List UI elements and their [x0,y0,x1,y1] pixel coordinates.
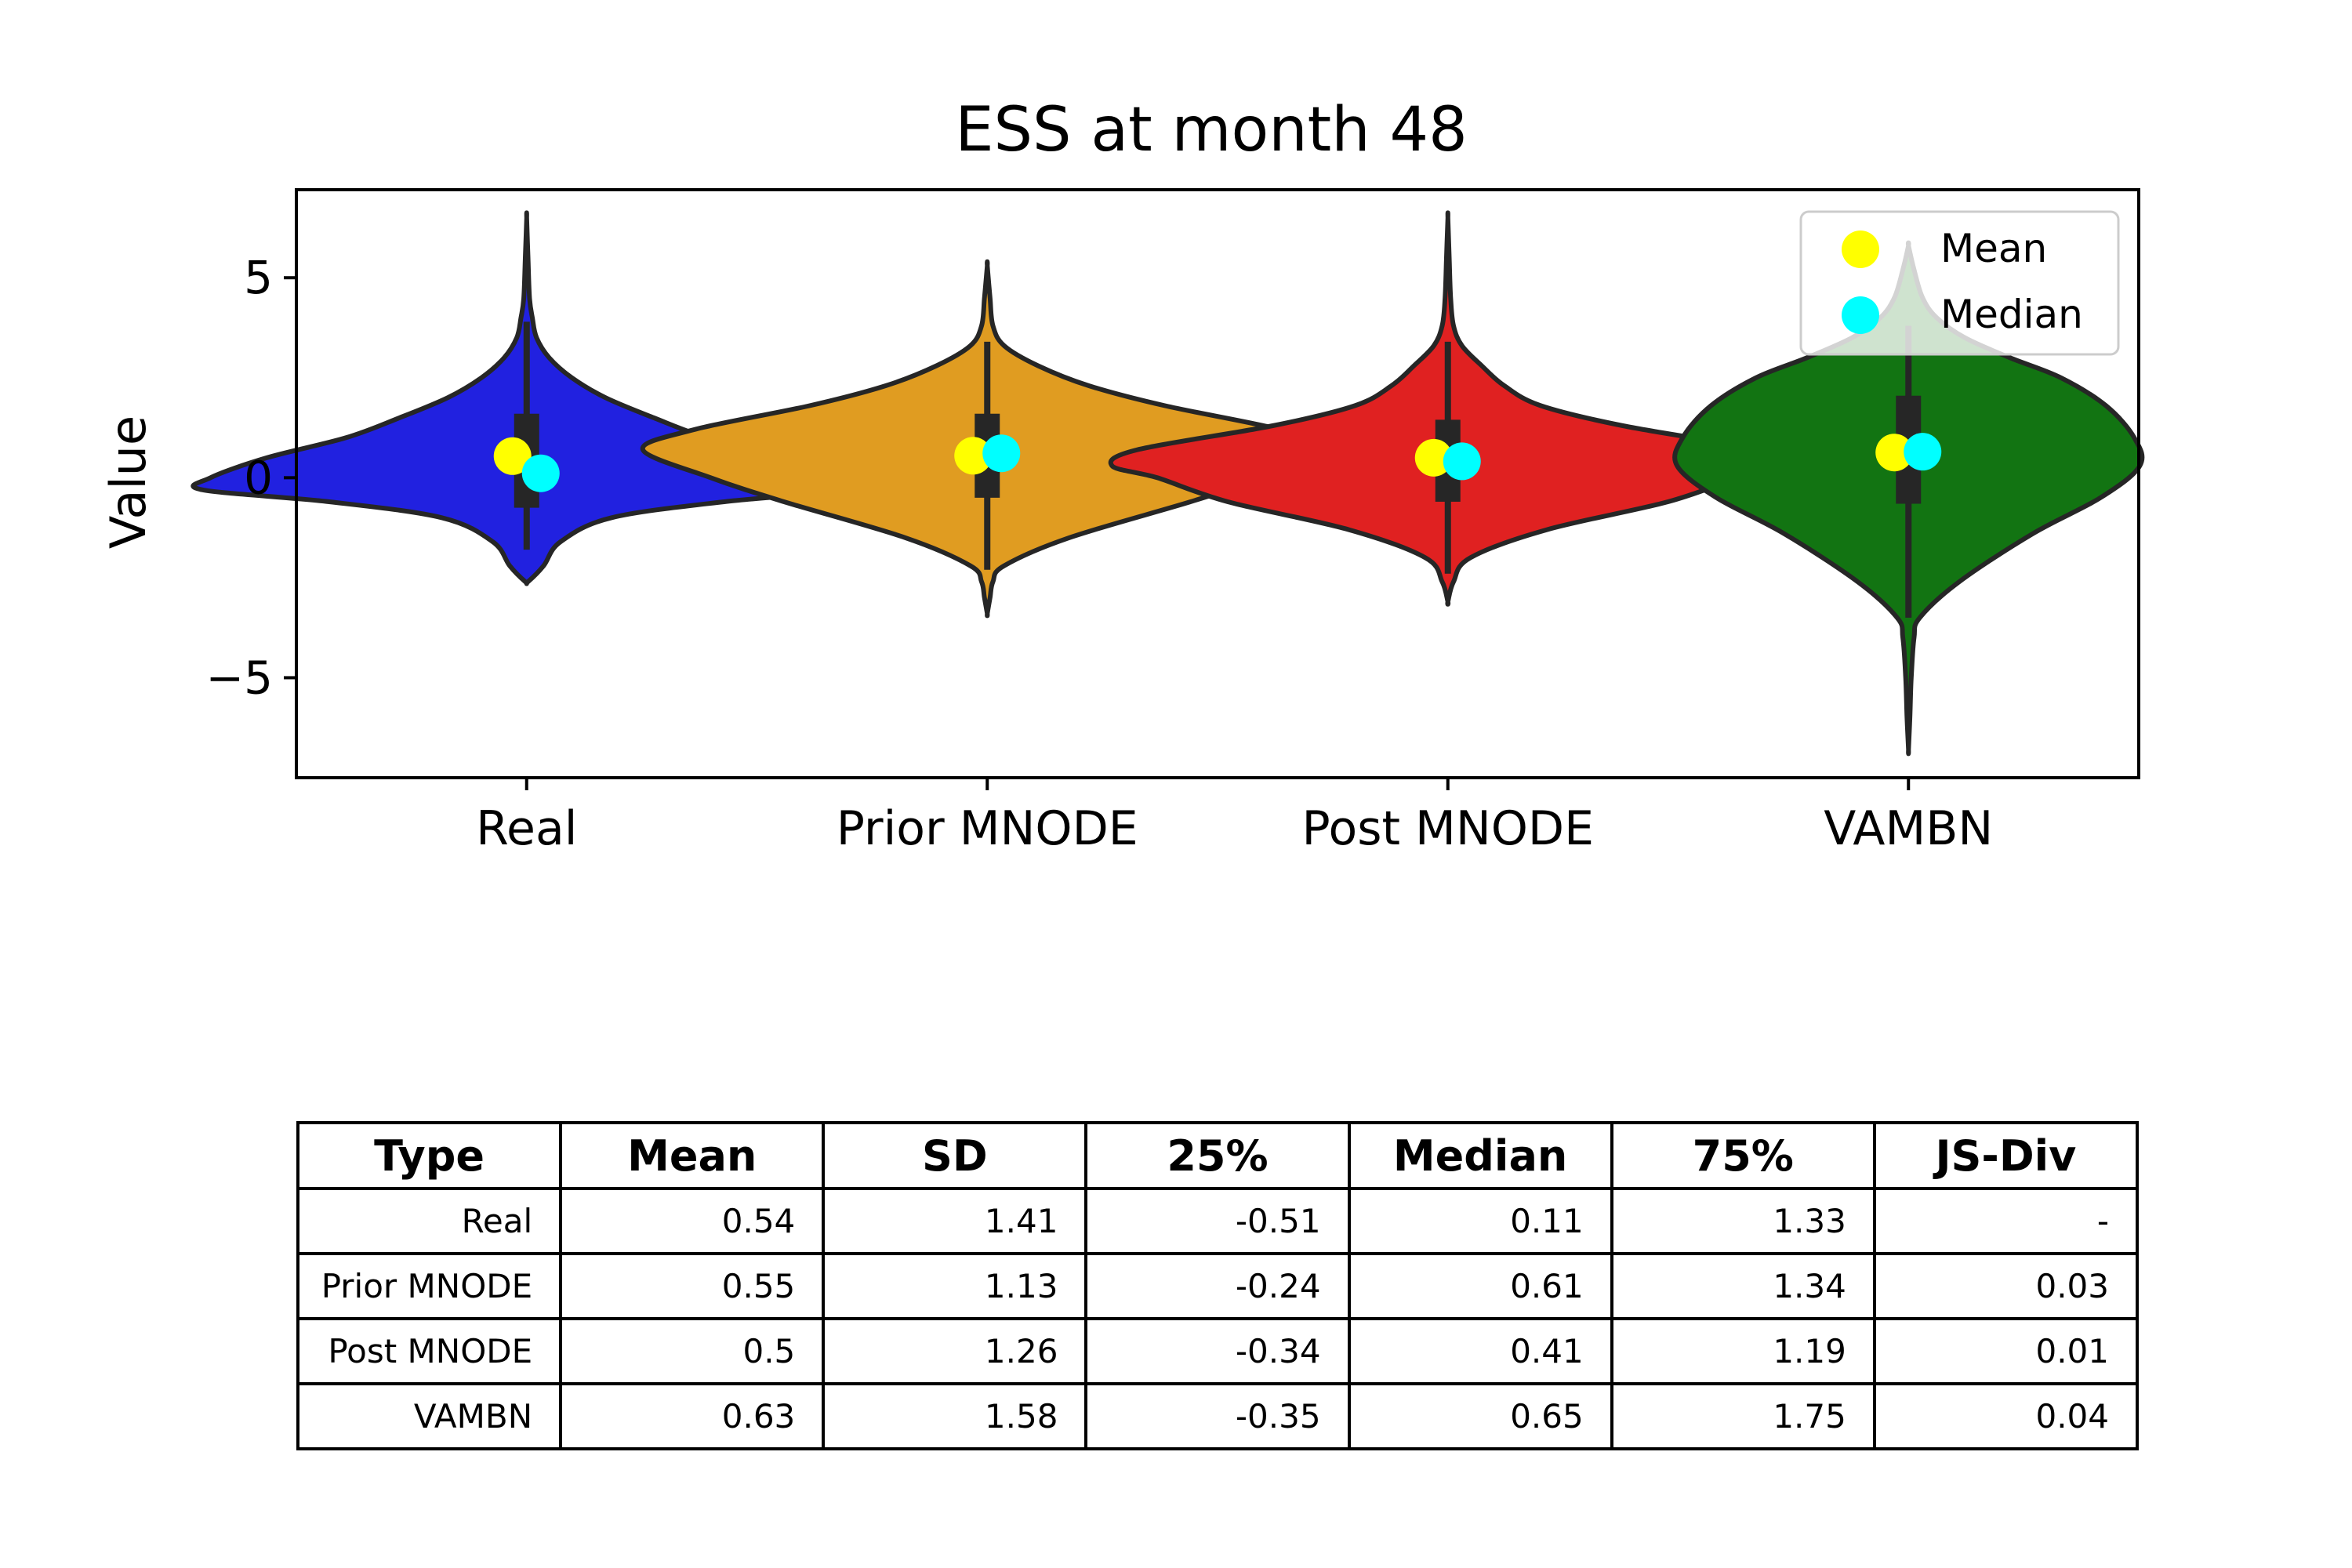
chart-title: ESS at month 48 [955,95,1467,165]
stats-table: Type Mean SD 25% Median 75% JS-Div Real … [296,1121,2140,1450]
table-header-cell: JS-Div [1872,1121,2140,1190]
x-axis: Real Prior MNODE Post MNODE VAMBN [476,778,1993,856]
table-cell: -0.34 [1084,1317,1351,1385]
table-cell: 1.58 [822,1382,1088,1450]
table-cell: Real [296,1187,563,1255]
table-cell: 0.63 [559,1382,826,1450]
table-cell: 0.03 [1872,1252,2140,1320]
table-cell: -0.51 [1084,1187,1351,1255]
legend-median-marker [1842,296,1879,334]
table-cell: -0.24 [1084,1252,1351,1320]
table-cell: Prior MNODE [296,1252,563,1320]
violin-group [191,210,2145,757]
mean-marker [493,437,532,475]
table-cell: 0.04 [1872,1382,2140,1450]
x-tick-label: VAMBN [1824,801,1993,856]
table-cell: 0.5 [559,1317,826,1385]
table-cell: 1.34 [1610,1252,1876,1320]
mean-marker [1875,434,1914,472]
x-tick-label: Post MNODE [1301,801,1594,856]
legend: Mean Median [1799,210,2120,356]
legend-box [1799,210,2120,356]
table-cell: 1.19 [1610,1317,1876,1385]
table-cell: 0.41 [1347,1317,1613,1385]
table-row: Real 0.54 1.41 -0.51 0.11 1.33 - [296,1187,2140,1255]
y-axis: 5 0 −5 [206,251,296,704]
table-cell: 0.55 [559,1252,826,1320]
table-row: Prior MNODE 0.55 1.13 -0.24 0.61 1.34 0.… [296,1252,2140,1320]
table-cell: 0.54 [559,1187,826,1255]
table-header-cell: SD [822,1121,1088,1190]
y-tick-label: −5 [206,651,274,704]
mean-marker [954,437,993,475]
median-marker [1904,433,1942,471]
table-cell: 1.13 [822,1252,1088,1320]
plot-frame [295,188,2140,779]
x-tick-label: Real [476,801,577,856]
y-tick-label: 5 [244,251,273,304]
table-cell: 0.11 [1347,1187,1613,1255]
table-cell: 0.01 [1872,1317,2140,1385]
mean-marker [1414,438,1453,477]
table-cell: VAMBN [296,1382,563,1450]
table-cell: 1.33 [1610,1187,1876,1255]
median-marker [982,434,1021,473]
table-row: Post MNODE 0.5 1.26 -0.34 0.41 1.19 0.01 [296,1317,2140,1385]
table-cell: 1.41 [822,1187,1088,1255]
table-header-cell: 75% [1610,1121,1876,1190]
table-row: VAMBN 0.63 1.58 -0.35 0.65 1.75 0.04 [296,1382,2140,1450]
table-header-cell: Mean [559,1121,826,1190]
legend-mean-marker [1842,230,1879,268]
table-header-cell: 25% [1084,1121,1351,1190]
table-cell: -0.35 [1084,1382,1351,1450]
y-axis-label: Value [100,416,157,549]
table-cell: 0.61 [1347,1252,1613,1320]
median-marker [1443,442,1481,481]
table-cell: Post MNODE [296,1317,563,1385]
table-cell: 1.26 [822,1317,1088,1385]
table-cell: - [1872,1187,2140,1255]
y-tick-label: 0 [244,451,273,504]
table-header-cell: Type [296,1121,563,1190]
x-tick-label: Prior MNODE [837,801,1138,856]
table-header-row: Type Mean SD 25% Median 75% JS-Div [296,1121,2140,1190]
table-cell: 1.75 [1610,1382,1876,1450]
legend-mean-label: Mean [1940,226,2047,271]
table-header-cell: Median [1347,1121,1613,1190]
table-cell: 0.65 [1347,1382,1613,1450]
median-marker [521,454,560,492]
legend-median-label: Median [1940,292,2083,337]
